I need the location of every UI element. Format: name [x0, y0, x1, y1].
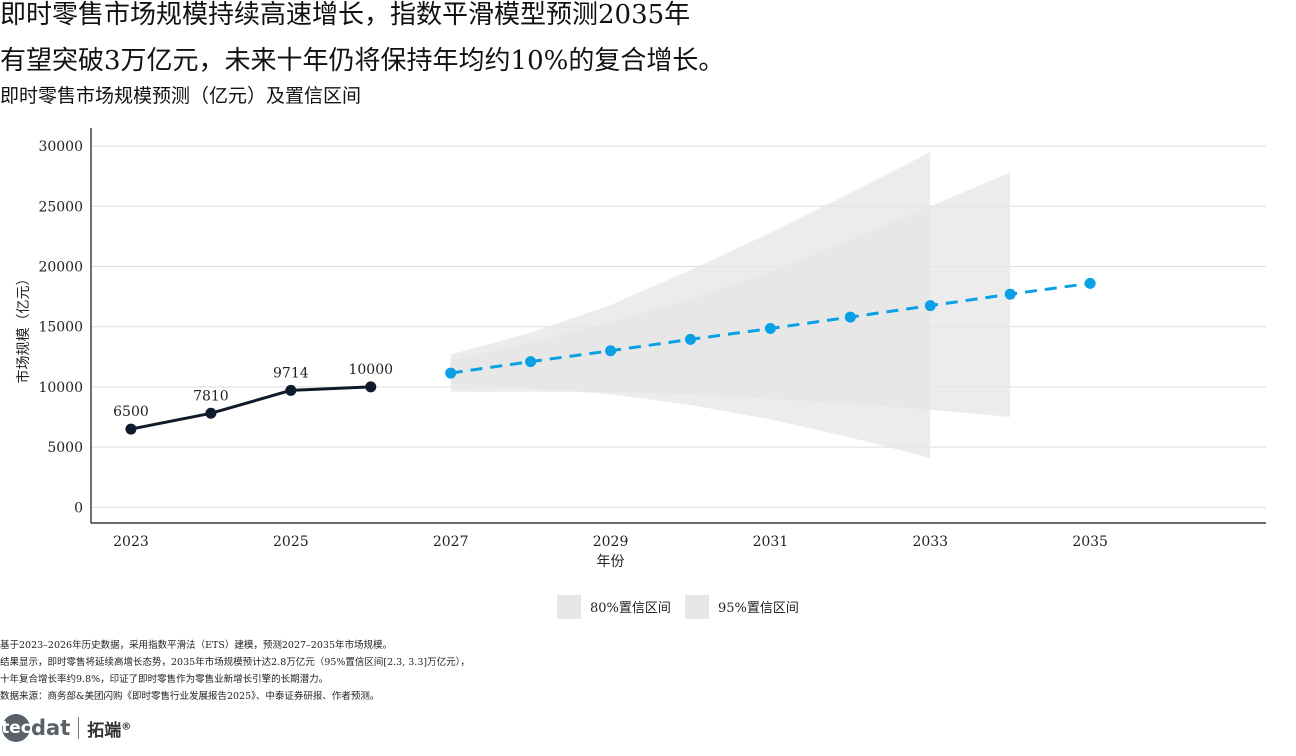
y-tick-label: 30000 — [38, 139, 83, 155]
forecast-point — [445, 367, 457, 379]
note-line: 结果显示，即时零售将延续高增长态势，2035年市场规模预计达2.8万亿元（95%… — [0, 657, 470, 668]
y-axis-label: 市场规模（亿元） — [15, 272, 32, 384]
brand-logo: tec dat 拓端® — [1, 712, 132, 744]
source-note: 数据来源：商务部&美团闪购《即时零售行业发展报告2025》、中泰证券研报、作者预… — [0, 691, 380, 702]
history-point — [365, 381, 377, 393]
forecast-point — [605, 345, 617, 357]
x-tick-label: 2035 — [1072, 534, 1108, 550]
data-label: 9714 — [273, 365, 309, 381]
forecast-point — [684, 333, 696, 345]
data-label: 10000 — [348, 362, 393, 378]
x-tick-label: 2025 — [273, 534, 309, 550]
x-tick-label: 2027 — [433, 534, 469, 550]
forecast-point — [844, 311, 856, 323]
forecast-point — [1004, 288, 1016, 300]
forecast-point — [924, 300, 936, 312]
data-label: 7810 — [193, 388, 229, 404]
y-tick-label: 0 — [74, 500, 83, 516]
logo-tec-mark: tec — [1, 714, 31, 742]
chart-title-line-2: 有望突破3万亿元，未来十年仍将保持年均约10%的复合增长。 — [0, 46, 725, 76]
y-tick-label: 25000 — [38, 199, 83, 215]
x-tick-label: 2031 — [753, 534, 789, 550]
history-line — [130, 385, 371, 431]
x-tick-label: 2029 — [593, 534, 629, 550]
x-tick-label: 2023 — [113, 534, 149, 550]
legend-label: 95%置信区间 — [718, 601, 799, 616]
y-tick-label: 15000 — [38, 320, 83, 336]
y-tick-label: 5000 — [47, 440, 83, 456]
note-line: 十年复合增长率约9.8%，印证了即时零售作为零售业新增长引擎的长期潜力。 — [0, 674, 329, 685]
logo-cn-text: 拓端® — [87, 720, 132, 741]
chart-subtitle: 即时零售市场规模预测（亿元）及置信区间 — [0, 85, 362, 107]
legend-swatch — [557, 595, 581, 619]
y-tick-label: 20000 — [38, 259, 83, 275]
note-line: 基于2023–2026年历史数据，采用指数平滑法（ETS）建模，预测2027–2… — [0, 640, 392, 651]
y-tick-label: 10000 — [38, 380, 83, 396]
chart-title-line-1: 即时零售市场规模持续高速增长，指数平滑模型预测2035年 — [0, 0, 691, 30]
forecast-chart: 0 5000 10000 15000 20000 25000 30000 2023 2025 20… — [15, 128, 1266, 619]
history-point — [125, 423, 137, 435]
history-point — [285, 384, 297, 396]
tecdat-logo: tec dat — [1, 714, 71, 742]
logo-divider — [78, 717, 80, 739]
history-point — [205, 407, 217, 419]
confidence-band — [450, 152, 931, 458]
x-axis-label: 年份 — [597, 554, 625, 570]
legend-label: 80%置信区间 — [590, 601, 671, 616]
chart-notes: 基于2023–2026年历史数据，采用指数平滑法（ETS）建模，预测2027–2… — [0, 637, 470, 705]
forecast-point — [1084, 277, 1096, 289]
logo-dat-text: dat — [31, 716, 71, 740]
data-label: 6500 — [113, 404, 149, 420]
legend-swatch — [685, 595, 709, 619]
forecast-point — [764, 323, 776, 335]
x-tick-label: 2033 — [912, 534, 948, 550]
forecast-point — [525, 356, 537, 368]
